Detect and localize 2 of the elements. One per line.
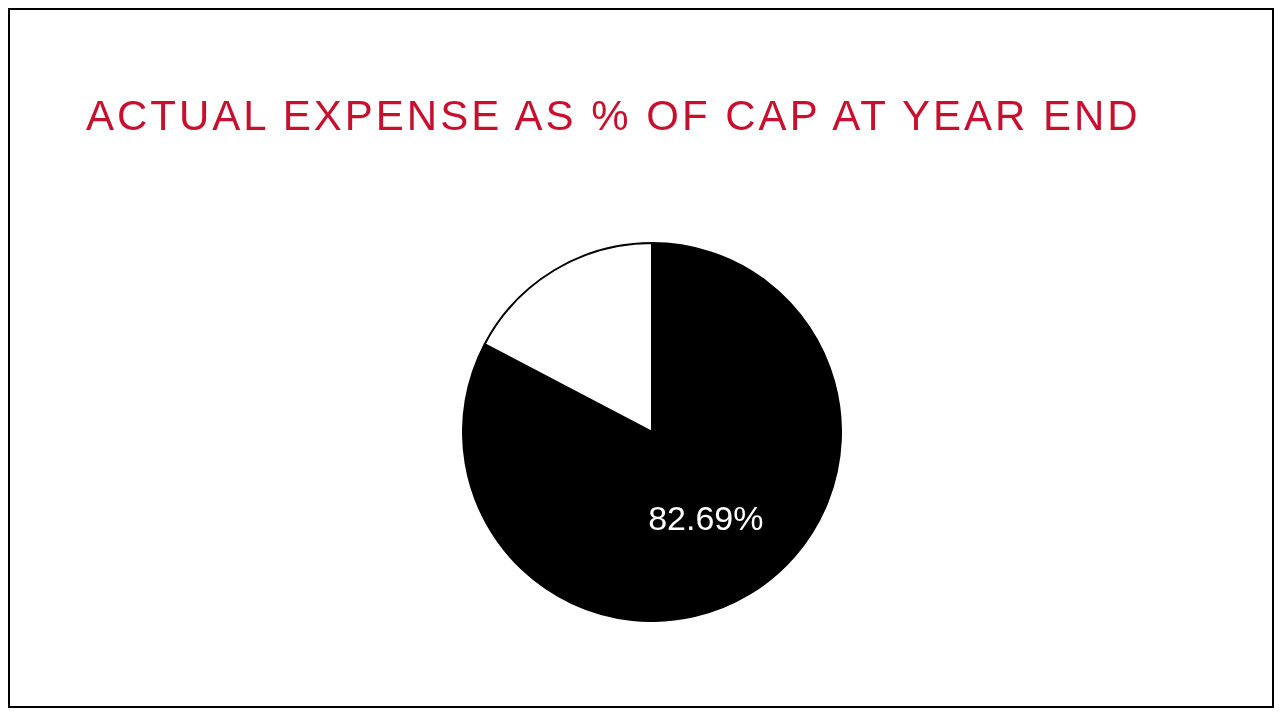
chart-title: ACTUAL EXPENSE AS % OF CAP AT YEAR END — [86, 92, 1141, 140]
data-label: 82.69% — [648, 499, 764, 538]
